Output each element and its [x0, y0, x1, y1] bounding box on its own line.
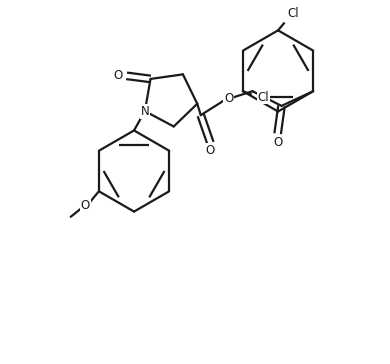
Text: O: O — [206, 144, 215, 157]
Text: N: N — [140, 104, 149, 118]
Text: O: O — [113, 69, 123, 82]
Text: Cl: Cl — [288, 7, 300, 20]
Text: O: O — [224, 92, 233, 106]
Text: O: O — [273, 136, 282, 149]
Text: Cl: Cl — [258, 91, 269, 103]
Text: O: O — [81, 199, 90, 213]
